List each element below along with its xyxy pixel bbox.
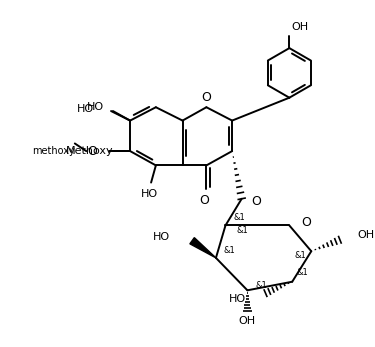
Text: methoxy: methoxy xyxy=(32,146,75,156)
Text: OH: OH xyxy=(291,22,308,32)
Text: &1: &1 xyxy=(233,213,245,222)
Text: O: O xyxy=(87,145,97,158)
Text: Methoxy: Methoxy xyxy=(66,146,114,156)
Text: HO: HO xyxy=(153,232,170,242)
Text: HO: HO xyxy=(141,189,158,199)
Text: &1: &1 xyxy=(297,268,309,277)
Text: &1: &1 xyxy=(224,246,235,255)
Text: HO: HO xyxy=(230,294,246,304)
Text: &1: &1 xyxy=(255,281,267,290)
Text: OH: OH xyxy=(239,316,256,326)
Text: O: O xyxy=(251,195,261,208)
Text: &1: &1 xyxy=(237,226,249,235)
Text: HO: HO xyxy=(87,102,104,112)
Text: O: O xyxy=(201,91,211,104)
Text: HO: HO xyxy=(77,104,94,114)
Text: O: O xyxy=(301,216,310,229)
Text: O: O xyxy=(200,194,209,207)
Text: OH: OH xyxy=(357,230,374,240)
Text: &1: &1 xyxy=(295,252,306,261)
Polygon shape xyxy=(190,238,216,258)
